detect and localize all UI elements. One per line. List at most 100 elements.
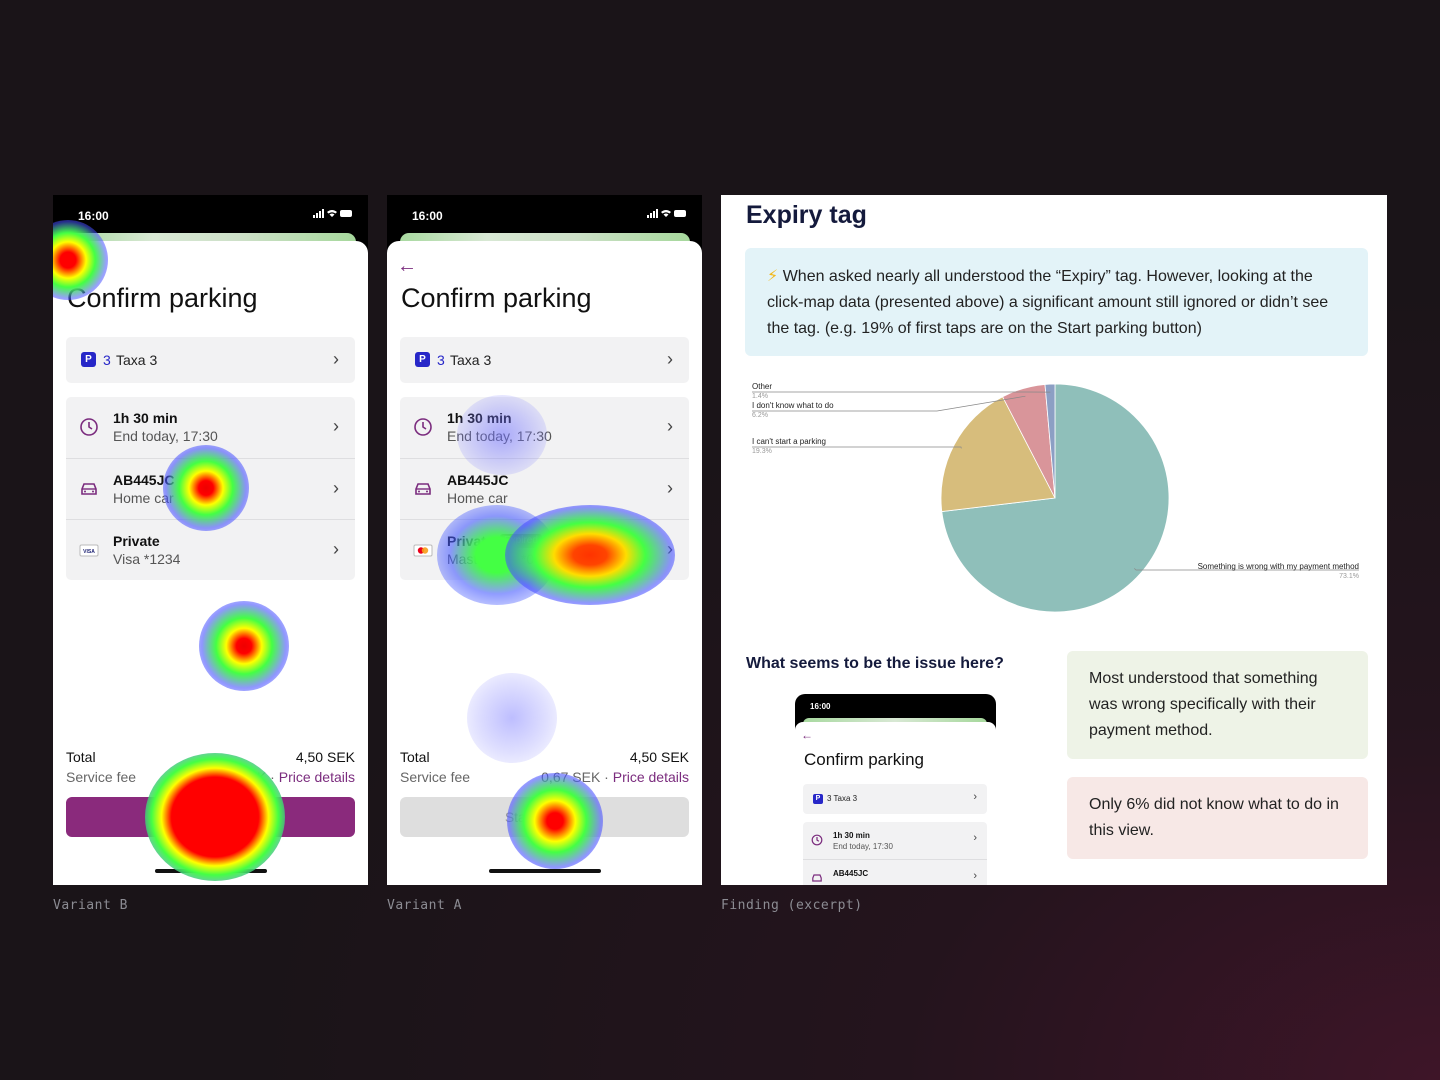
insight-green-box: Most understood that something was wrong…	[1067, 651, 1368, 759]
total-value: 4,50 SEK	[295, 749, 355, 765]
variant-b-caption: Variant B	[53, 898, 128, 913]
chevron-right-icon: ›	[973, 870, 977, 882]
payment-row[interactable]: Private Expired Mastercard *0098 ›	[400, 519, 689, 580]
insight-pink-box: Only 6% did not know what to do in this …	[1067, 777, 1368, 859]
payment-name: Private	[447, 533, 494, 549]
page-title: Confirm parking	[401, 283, 592, 313]
pie-slice	[940, 396, 1056, 513]
lightning-icon: ⚡	[767, 268, 779, 285]
variant-b-phone: 16:00 Confirm parking P 3 Taxa 3 › 1h 30…	[53, 195, 368, 885]
chevron-right-icon: ›	[333, 349, 339, 369]
pie-leader-line	[752, 446, 962, 449]
start-parking-button[interactable]	[66, 797, 355, 837]
clock-icon	[414, 418, 432, 436]
expired-tag: Expired	[500, 534, 542, 548]
start-parking-button[interactable]: Start parking	[400, 797, 689, 837]
visa-card-icon: VISA	[79, 544, 99, 557]
clock-icon	[811, 834, 823, 846]
back-arrow-icon: ←	[801, 728, 813, 742]
confirm-sheet: Confirm parking P 3 Taxa 3 › 1h 30 min E…	[53, 241, 368, 885]
duration-row[interactable]: 1h 30 min End today, 17:30 ›	[400, 397, 689, 458]
service-fee-label: Service fee	[400, 769, 471, 785]
pie-slice-label: I can't start a parking	[752, 437, 826, 446]
pie-leader-line	[1134, 568, 1359, 571]
vehicle-name: Home car	[113, 490, 174, 506]
mastercard-icon	[413, 544, 433, 557]
end-time-label: End today, 17:30	[447, 428, 552, 444]
pie-leader-line	[752, 395, 1026, 412]
zone-number: 3	[103, 352, 111, 368]
survey-pie-chart: Something is wrong with my payment metho…	[752, 382, 1359, 613]
mini-duration-row: 1h 30 min End today, 17:30 ›	[803, 822, 987, 860]
details-card: 1h 30 min End today, 17:30 › AB445JC Hom…	[400, 397, 689, 580]
mini-vehicle-plate: AB445JC	[833, 869, 869, 878]
chevron-right-icon: ›	[667, 416, 673, 436]
price-details-link[interactable]: Price details	[612, 769, 689, 785]
payment-card: Visa *1234	[113, 551, 181, 567]
service-fee-value: 0,67 SEK · Price details	[541, 769, 689, 785]
mini-sheet: ← Confirm parking P 3 Taxa 3 › 1h 30 min…	[795, 722, 996, 885]
chevron-right-icon: ›	[973, 832, 977, 844]
clock-icon	[80, 418, 98, 436]
variant-a-phone: 16:00 ← Confirm parking P 3 Taxa 3 › 1h …	[387, 195, 702, 885]
page-title: Confirm parking	[67, 283, 258, 313]
pie-slice-percent: 1.4%	[752, 393, 768, 400]
confirm-sheet: ← Confirm parking P 3 Taxa 3 › 1h 30 min…	[387, 241, 702, 885]
payment-card: Mastercard *0098	[447, 551, 558, 567]
mini-zone-name: 3 Taxa 3	[827, 794, 858, 803]
zone-number: 3	[437, 352, 445, 368]
chevron-right-icon: ›	[333, 416, 339, 436]
parking-icon: P	[81, 352, 96, 367]
status-bar: 16:00	[387, 195, 702, 245]
mini-title: Confirm parking	[804, 750, 924, 769]
fee-amount: 0,67 SEK ·	[207, 769, 279, 785]
pie-slice-percent: 73.1%	[1339, 573, 1359, 580]
car-icon	[812, 874, 822, 882]
back-arrow-icon[interactable]: ←	[397, 255, 417, 277]
vehicle-row[interactable]: AB445JC Home car ›	[66, 458, 355, 519]
mini-details-card: 1h 30 min End today, 17:30 › AB445JC ›	[803, 822, 987, 885]
parking-icon: P	[415, 352, 430, 367]
details-card: 1h 30 min End today, 17:30 › AB445JC Hom…	[66, 397, 355, 580]
chevron-right-icon: ›	[333, 539, 339, 559]
zone-name: Taxa 3	[116, 352, 158, 368]
mini-end-time: End today, 17:30	[833, 842, 893, 851]
vehicle-plate: AB445JC	[113, 472, 175, 488]
svg-text:VISA: VISA	[83, 549, 95, 555]
variant-a-caption: Variant A	[387, 898, 462, 913]
pie-slice-percent: 19.3%	[752, 448, 772, 455]
issue-question: What seems to be the issue here?	[746, 655, 1004, 672]
finding-title: Expiry tag	[746, 201, 867, 229]
duration-label: 1h 30 min	[113, 410, 178, 426]
pie-slice	[1044, 383, 1056, 499]
insight-callout: ⚡ When asked nearly all understood the “…	[745, 248, 1368, 356]
callout-text: When asked nearly all understood the “Ex…	[767, 268, 1329, 337]
chevron-right-icon: ›	[667, 349, 673, 369]
mini-zone-selector: P 3 Taxa 3 ›	[803, 784, 987, 814]
chevron-right-icon: ›	[667, 478, 673, 498]
service-fee-value: 0,67 SEK · Price details	[207, 769, 355, 785]
signal-wifi-battery-icon	[647, 209, 686, 218]
price-details-link[interactable]: Price details	[278, 769, 355, 785]
zone-selector[interactable]: P 3 Taxa 3 ›	[400, 337, 689, 383]
end-time-label: End today, 17:30	[113, 428, 218, 444]
home-indicator	[155, 869, 267, 873]
status-time: 16:00	[78, 209, 109, 223]
vehicle-plate: AB445JC	[447, 472, 509, 488]
pie-slice-percent: 6.2%	[752, 412, 768, 419]
total-label: Total	[66, 749, 96, 765]
finding-caption: Finding (excerpt)	[721, 898, 863, 913]
duration-label: 1h 30 min	[447, 410, 512, 426]
mini-phone-screenshot: 16:00 ← Confirm parking P 3 Taxa 3 › 1h …	[795, 694, 996, 885]
pie-slice-label: Other	[752, 382, 772, 391]
zone-selector[interactable]: P 3 Taxa 3 ›	[66, 337, 355, 383]
vehicle-row[interactable]: AB445JC Home car ›	[400, 458, 689, 519]
chevron-right-icon: ›	[667, 539, 673, 559]
payment-row[interactable]: VISA Private Visa *1234 ›	[66, 519, 355, 580]
chevron-right-icon: ›	[973, 791, 977, 803]
duration-row[interactable]: 1h 30 min End today, 17:30 ›	[66, 397, 355, 458]
pie-slice-label: I don't know what to do	[752, 401, 834, 410]
status-bar: 16:00	[53, 195, 368, 245]
total-label: Total	[400, 749, 430, 765]
home-indicator	[489, 869, 601, 873]
